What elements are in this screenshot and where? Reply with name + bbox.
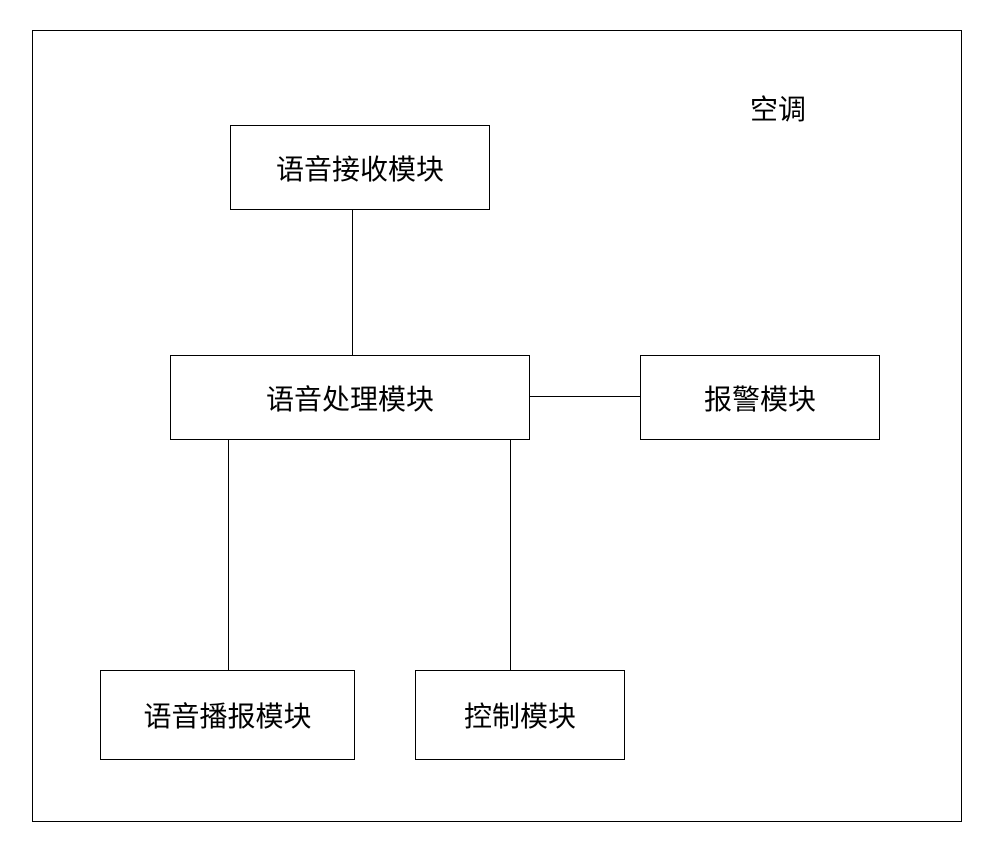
node-voice-process: 语音处理模块 xyxy=(170,355,530,440)
node-voice-process-label: 语音处理模块 xyxy=(266,378,434,418)
node-voice-broadcast-label: 语音播报模块 xyxy=(143,695,311,735)
node-voice-receive-label: 语音接收模块 xyxy=(276,148,444,188)
node-voice-receive: 语音接收模块 xyxy=(230,125,490,210)
node-alarm: 报警模块 xyxy=(640,355,880,440)
node-voice-broadcast: 语音播报模块 xyxy=(100,670,355,760)
edge-process-broadcast xyxy=(228,440,229,670)
node-control-label: 控制模块 xyxy=(464,695,576,735)
node-alarm-label: 报警模块 xyxy=(704,378,816,418)
title-label: 空调 xyxy=(750,88,806,128)
node-control: 控制模块 xyxy=(415,670,625,760)
edge-process-control xyxy=(510,440,511,670)
edge-process-alarm xyxy=(530,396,640,397)
edge-receive-process xyxy=(352,210,353,355)
